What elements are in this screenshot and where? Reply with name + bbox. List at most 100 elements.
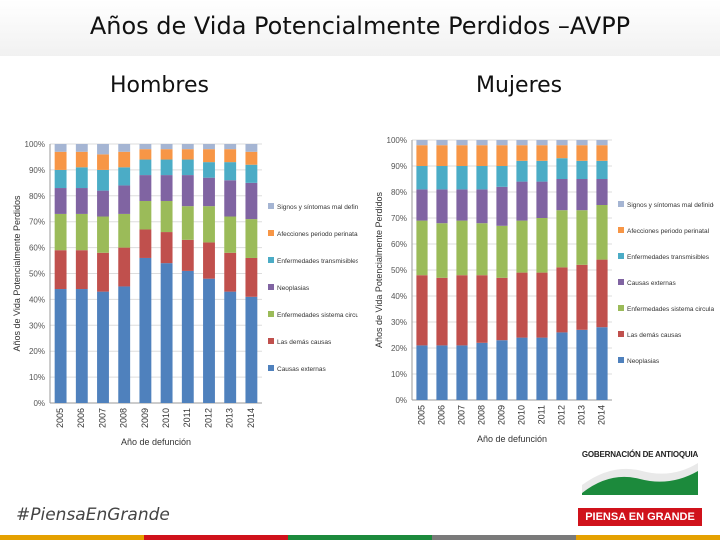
y-tick-label: 0% bbox=[33, 399, 45, 408]
bar-segment bbox=[556, 332, 568, 400]
bar-segment bbox=[436, 166, 448, 190]
bar-segment bbox=[556, 158, 568, 179]
bar-segment bbox=[203, 278, 215, 403]
y-tick-label: 40% bbox=[391, 292, 407, 301]
bar-segment bbox=[436, 189, 448, 224]
legend-label: Enfermedades sistema circulatorio bbox=[627, 306, 714, 313]
bar-segment bbox=[456, 166, 468, 190]
bar-segment bbox=[224, 149, 237, 163]
bar-segment bbox=[476, 342, 488, 400]
y-tick-label: 50% bbox=[29, 270, 45, 279]
legend-label: Enfermedades transmisibles bbox=[627, 254, 710, 261]
bar-segment bbox=[181, 175, 194, 207]
bar-segment bbox=[436, 145, 448, 166]
bar-segment bbox=[203, 144, 215, 150]
legend-swatch bbox=[618, 201, 624, 207]
color-stripe bbox=[0, 535, 720, 540]
bar-segment bbox=[416, 275, 428, 346]
bar-segment bbox=[416, 220, 428, 276]
bar-segment bbox=[75, 151, 88, 168]
x-tick-label: 2009 bbox=[496, 405, 506, 425]
bar-segment bbox=[456, 145, 468, 166]
bar-segment bbox=[245, 219, 258, 258]
panel-title-mujeres: Mujeres bbox=[476, 73, 563, 98]
bar-segment bbox=[516, 145, 528, 161]
bar-segment bbox=[436, 345, 448, 400]
y-tick-label: 50% bbox=[391, 266, 407, 275]
bar-segment bbox=[516, 220, 528, 273]
bar-segment bbox=[476, 275, 488, 343]
bar-segment bbox=[203, 242, 215, 279]
bar-segment bbox=[496, 140, 508, 146]
bar-segment bbox=[416, 140, 428, 146]
bar-segment bbox=[75, 144, 88, 152]
bar-segment bbox=[181, 159, 194, 176]
bar-segment bbox=[139, 144, 152, 150]
bar-segment bbox=[97, 169, 109, 191]
y-axis-title: Años de Vida Potencialmente Perdidos bbox=[12, 195, 22, 351]
legend-swatch bbox=[268, 230, 274, 236]
bar-segment bbox=[75, 289, 88, 403]
legend-label: Afecciones periodo perinatal bbox=[627, 228, 710, 235]
bar-segment bbox=[54, 188, 67, 214]
legend-swatch bbox=[268, 284, 274, 290]
x-tick-label: 2005 bbox=[416, 405, 426, 425]
bar-segment bbox=[54, 213, 67, 251]
stripe-segment-2 bbox=[144, 535, 288, 540]
bar-segment bbox=[596, 160, 608, 179]
bar-segment bbox=[436, 277, 448, 346]
page-title: Años de Vida Potencialmente Perdidos –AV… bbox=[89, 12, 631, 40]
y-tick-label: 10% bbox=[391, 370, 407, 379]
bar-segment bbox=[97, 190, 109, 217]
bar-segment bbox=[139, 159, 152, 176]
bar-segment bbox=[556, 210, 568, 268]
stripe-segment-3 bbox=[288, 535, 432, 540]
bar-segment bbox=[456, 275, 468, 346]
bar-segment bbox=[245, 164, 258, 183]
bar-segment bbox=[160, 263, 173, 403]
legend-swatch bbox=[268, 257, 274, 263]
bar-segment bbox=[118, 151, 131, 168]
bar-segment bbox=[576, 140, 588, 146]
y-tick-label: 10% bbox=[29, 373, 45, 382]
legend-swatch bbox=[618, 279, 624, 285]
bar-segment bbox=[416, 166, 428, 190]
bar-segment bbox=[596, 259, 608, 328]
bar-segment bbox=[118, 247, 131, 287]
bar-segment bbox=[181, 206, 194, 240]
chart-mujeres: 0% 10% 20% 30% 40% 50% 60% 70% 80% 90% 100% 2005 200… bbox=[374, 136, 714, 444]
bar-segment bbox=[516, 181, 528, 221]
bar-segment bbox=[476, 140, 488, 146]
bar-segment bbox=[224, 291, 237, 403]
bar-segment bbox=[416, 189, 428, 221]
bar-segment bbox=[224, 144, 237, 150]
logo-top-text: GOBERNACIÓN DE ANTIOQUIA bbox=[581, 450, 699, 459]
bar-segment bbox=[118, 286, 131, 403]
bar-segment bbox=[160, 144, 173, 150]
stripe-segment-5 bbox=[576, 535, 720, 540]
bar-segment bbox=[576, 329, 588, 400]
bar-segment bbox=[245, 144, 258, 152]
bar-segment bbox=[456, 189, 468, 221]
bar-segment bbox=[181, 149, 194, 160]
bar-segment bbox=[416, 145, 428, 166]
bar-segment bbox=[118, 144, 131, 152]
logo-brand-text: PIENSA EN GRANDE bbox=[578, 508, 702, 526]
x-tick-label: 2013 bbox=[225, 408, 235, 428]
x-tick-label: 2009 bbox=[140, 408, 150, 428]
bar-segment bbox=[596, 205, 608, 260]
bar-segment bbox=[139, 149, 152, 160]
bar-segment bbox=[456, 220, 468, 276]
bar-segment bbox=[576, 264, 588, 330]
x-tick-label: 2008 bbox=[119, 408, 129, 428]
x-tick-label: 2006 bbox=[436, 405, 446, 425]
y-tick-label: 40% bbox=[29, 295, 45, 304]
legend-label: Signos y síntomas mal definidos bbox=[277, 204, 358, 211]
bar-segment bbox=[516, 272, 528, 338]
bar-segment bbox=[160, 159, 173, 176]
bar-segment bbox=[139, 175, 152, 201]
bar-segment bbox=[596, 140, 608, 146]
bar-segment bbox=[54, 151, 67, 170]
x-tick-label: 2011 bbox=[182, 408, 192, 427]
x-tick-label: 2007 bbox=[456, 405, 466, 425]
